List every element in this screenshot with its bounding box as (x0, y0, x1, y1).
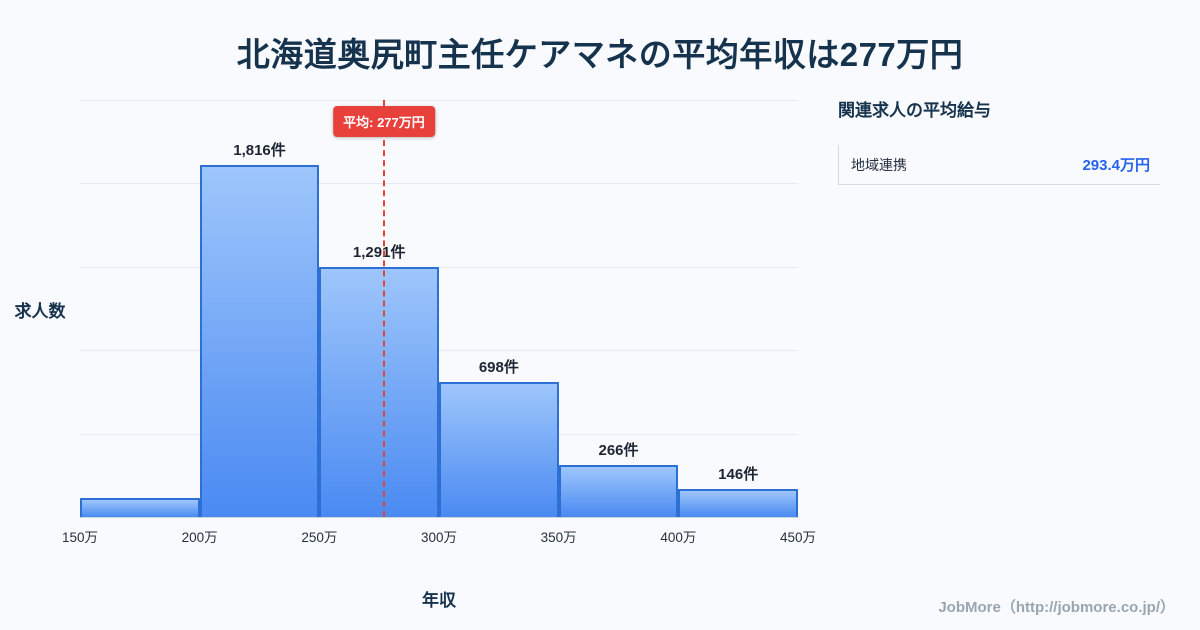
histogram-bar (439, 381, 559, 517)
gridline (80, 100, 798, 101)
x-tick-label: 400万 (660, 530, 697, 545)
histogram-bar (80, 497, 200, 517)
page-title: 北海道奥尻町主任ケアマネの平均年収は277万円 (236, 36, 964, 73)
plot-wrap: 1,816件 1,291件 698件 266件 146件 平均: 277万円 150万 2… (62, 100, 816, 611)
bar-column: 146件 (678, 100, 799, 517)
x-tick-label: 250万 (301, 530, 338, 545)
histogram-bar (199, 164, 320, 517)
side-item-value: 293.4万円 (1082, 157, 1150, 174)
x-tick-label: 350万 (540, 530, 577, 545)
average-badge: 平均: 277万円 (333, 106, 435, 137)
histogram-bar (678, 488, 799, 517)
bar-column: 1,291件 (319, 100, 440, 517)
bar-column: 1,816件 (199, 100, 320, 517)
x-axis-label: 年収 (422, 591, 456, 610)
x-tick-label: 200万 (181, 530, 218, 545)
plot-area: 1,816件 1,291件 698件 266件 146件 平均: 277万円 (80, 100, 799, 518)
x-tick-label: 300万 (420, 530, 458, 545)
bar-value-label: 698件 (478, 358, 519, 376)
bars: 1,816件 1,291件 698件 266件 146件 (80, 100, 799, 517)
side-panel-list: 地域連携 293.4万円 (838, 145, 1160, 185)
side-panel-item: 地域連携 293.4万円 (839, 145, 1160, 185)
footer-credit: JobMore（http://jobmore.co.jp/） (938, 599, 1175, 616)
bar-column: 266件 (558, 100, 679, 517)
bar-value-label: 266件 (598, 442, 639, 460)
histogram-chart: 求人数 1,816件 1,291件 698件 266件 146件 平均: 277万円 1… (0, 100, 1200, 611)
average-dashed-line (382, 100, 385, 517)
x-tick-label: 450万 (779, 530, 817, 545)
bar-value-label: 1,291件 (352, 243, 406, 261)
y-axis-label: 求人数 (14, 301, 66, 321)
gridline (80, 183, 798, 185)
side-panel: 関連求人の平均給与 地域連携 293.4万円 (838, 96, 1160, 185)
side-panel-heading: 関連求人の平均給与 (838, 101, 991, 120)
histogram-bar (319, 266, 440, 517)
bar-column (80, 100, 200, 517)
bar-value-label: 1,816件 (233, 141, 286, 159)
bar-value-label: 146件 (718, 465, 759, 483)
x-tick-label: 150万 (61, 530, 99, 545)
histogram-bar (558, 465, 679, 517)
side-item-label: 地域連携 (851, 156, 907, 173)
bar-column: 698件 (439, 100, 559, 517)
x-ticks: 150万 200万 250万 300万 350万 400万 450万 (62, 526, 816, 558)
